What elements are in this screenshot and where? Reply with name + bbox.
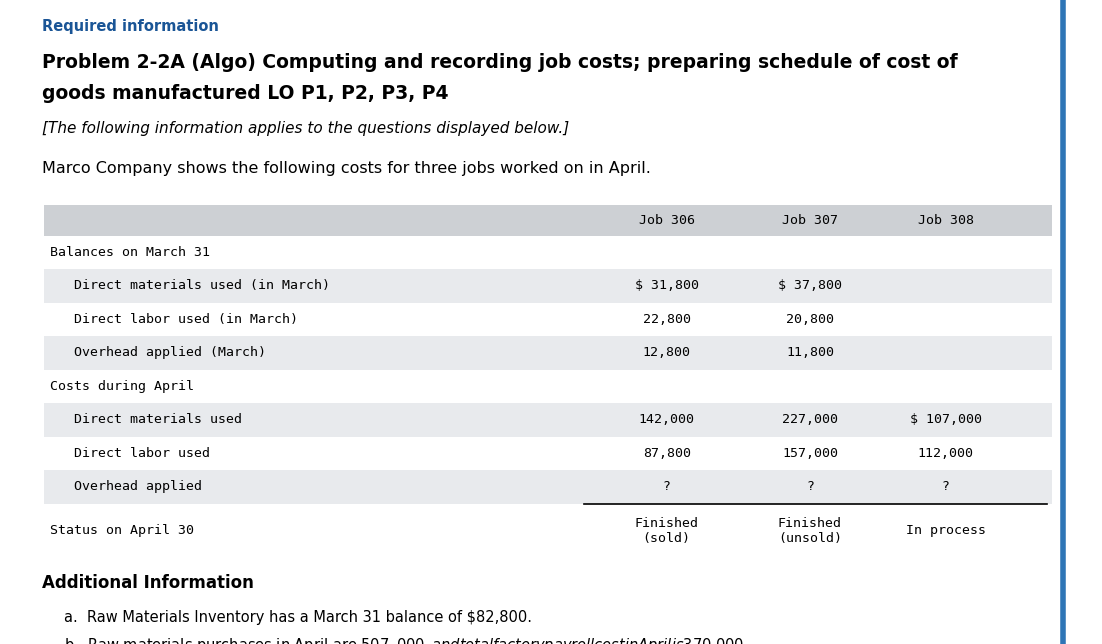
Text: 157,000: 157,000 [782,447,838,460]
Text: 20,800: 20,800 [786,313,834,326]
Text: Status on April 30: Status on April 30 [50,524,194,538]
Text: 112,000: 112,000 [918,447,973,460]
Text: Finished
(sold): Finished (sold) [635,517,699,545]
Text: a.  Raw Materials Inventory has a March 31 balance of $82,800.: a. Raw Materials Inventory has a March 3… [64,610,532,625]
Text: Direct labor used (in March): Direct labor used (in March) [50,313,298,326]
Text: Direct materials used (in March): Direct materials used (in March) [50,279,329,292]
Text: b.  Raw materials purchases in April are $507,000, and total factory payroll cos: b. Raw materials purchases in April are … [64,636,748,644]
Text: Overhead applied: Overhead applied [50,480,202,493]
Text: In process: In process [906,524,985,538]
Text: 11,800: 11,800 [786,346,834,359]
Text: Problem 2-2A (Algo) Computing and recording job costs; preparing schedule of cos: Problem 2-2A (Algo) Computing and record… [42,53,958,72]
Text: 12,800: 12,800 [642,346,691,359]
Text: goods manufactured LO P1, P2, P3, P4: goods manufactured LO P1, P2, P3, P4 [42,84,449,103]
Text: Marco Company shows the following costs for three jobs worked on in April.: Marco Company shows the following costs … [42,161,651,176]
Text: Costs during April: Costs during April [50,380,194,393]
Text: Job 308: Job 308 [918,214,973,227]
Text: 22,800: 22,800 [642,313,691,326]
Text: ?: ? [806,480,814,493]
Text: $ 107,000: $ 107,000 [909,413,982,426]
Text: Balances on March 31: Balances on March 31 [50,246,209,259]
Text: Finished
(unsold): Finished (unsold) [778,517,842,545]
Text: Direct materials used: Direct materials used [50,413,241,426]
Text: 87,800: 87,800 [642,447,691,460]
Text: [The following information applies to the questions displayed below.]: [The following information applies to th… [42,121,569,136]
Text: Direct labor used: Direct labor used [50,447,209,460]
Text: 142,000: 142,000 [639,413,694,426]
Text: Additional Information: Additional Information [42,574,253,592]
Text: ?: ? [941,480,950,493]
Text: ?: ? [662,480,671,493]
Text: Job 307: Job 307 [782,214,838,227]
Text: Job 306: Job 306 [639,214,694,227]
Text: 227,000: 227,000 [782,413,838,426]
Text: Required information: Required information [42,19,219,34]
Text: Overhead applied (March): Overhead applied (March) [50,346,266,359]
Text: $ 31,800: $ 31,800 [635,279,699,292]
Text: $ 37,800: $ 37,800 [778,279,842,292]
